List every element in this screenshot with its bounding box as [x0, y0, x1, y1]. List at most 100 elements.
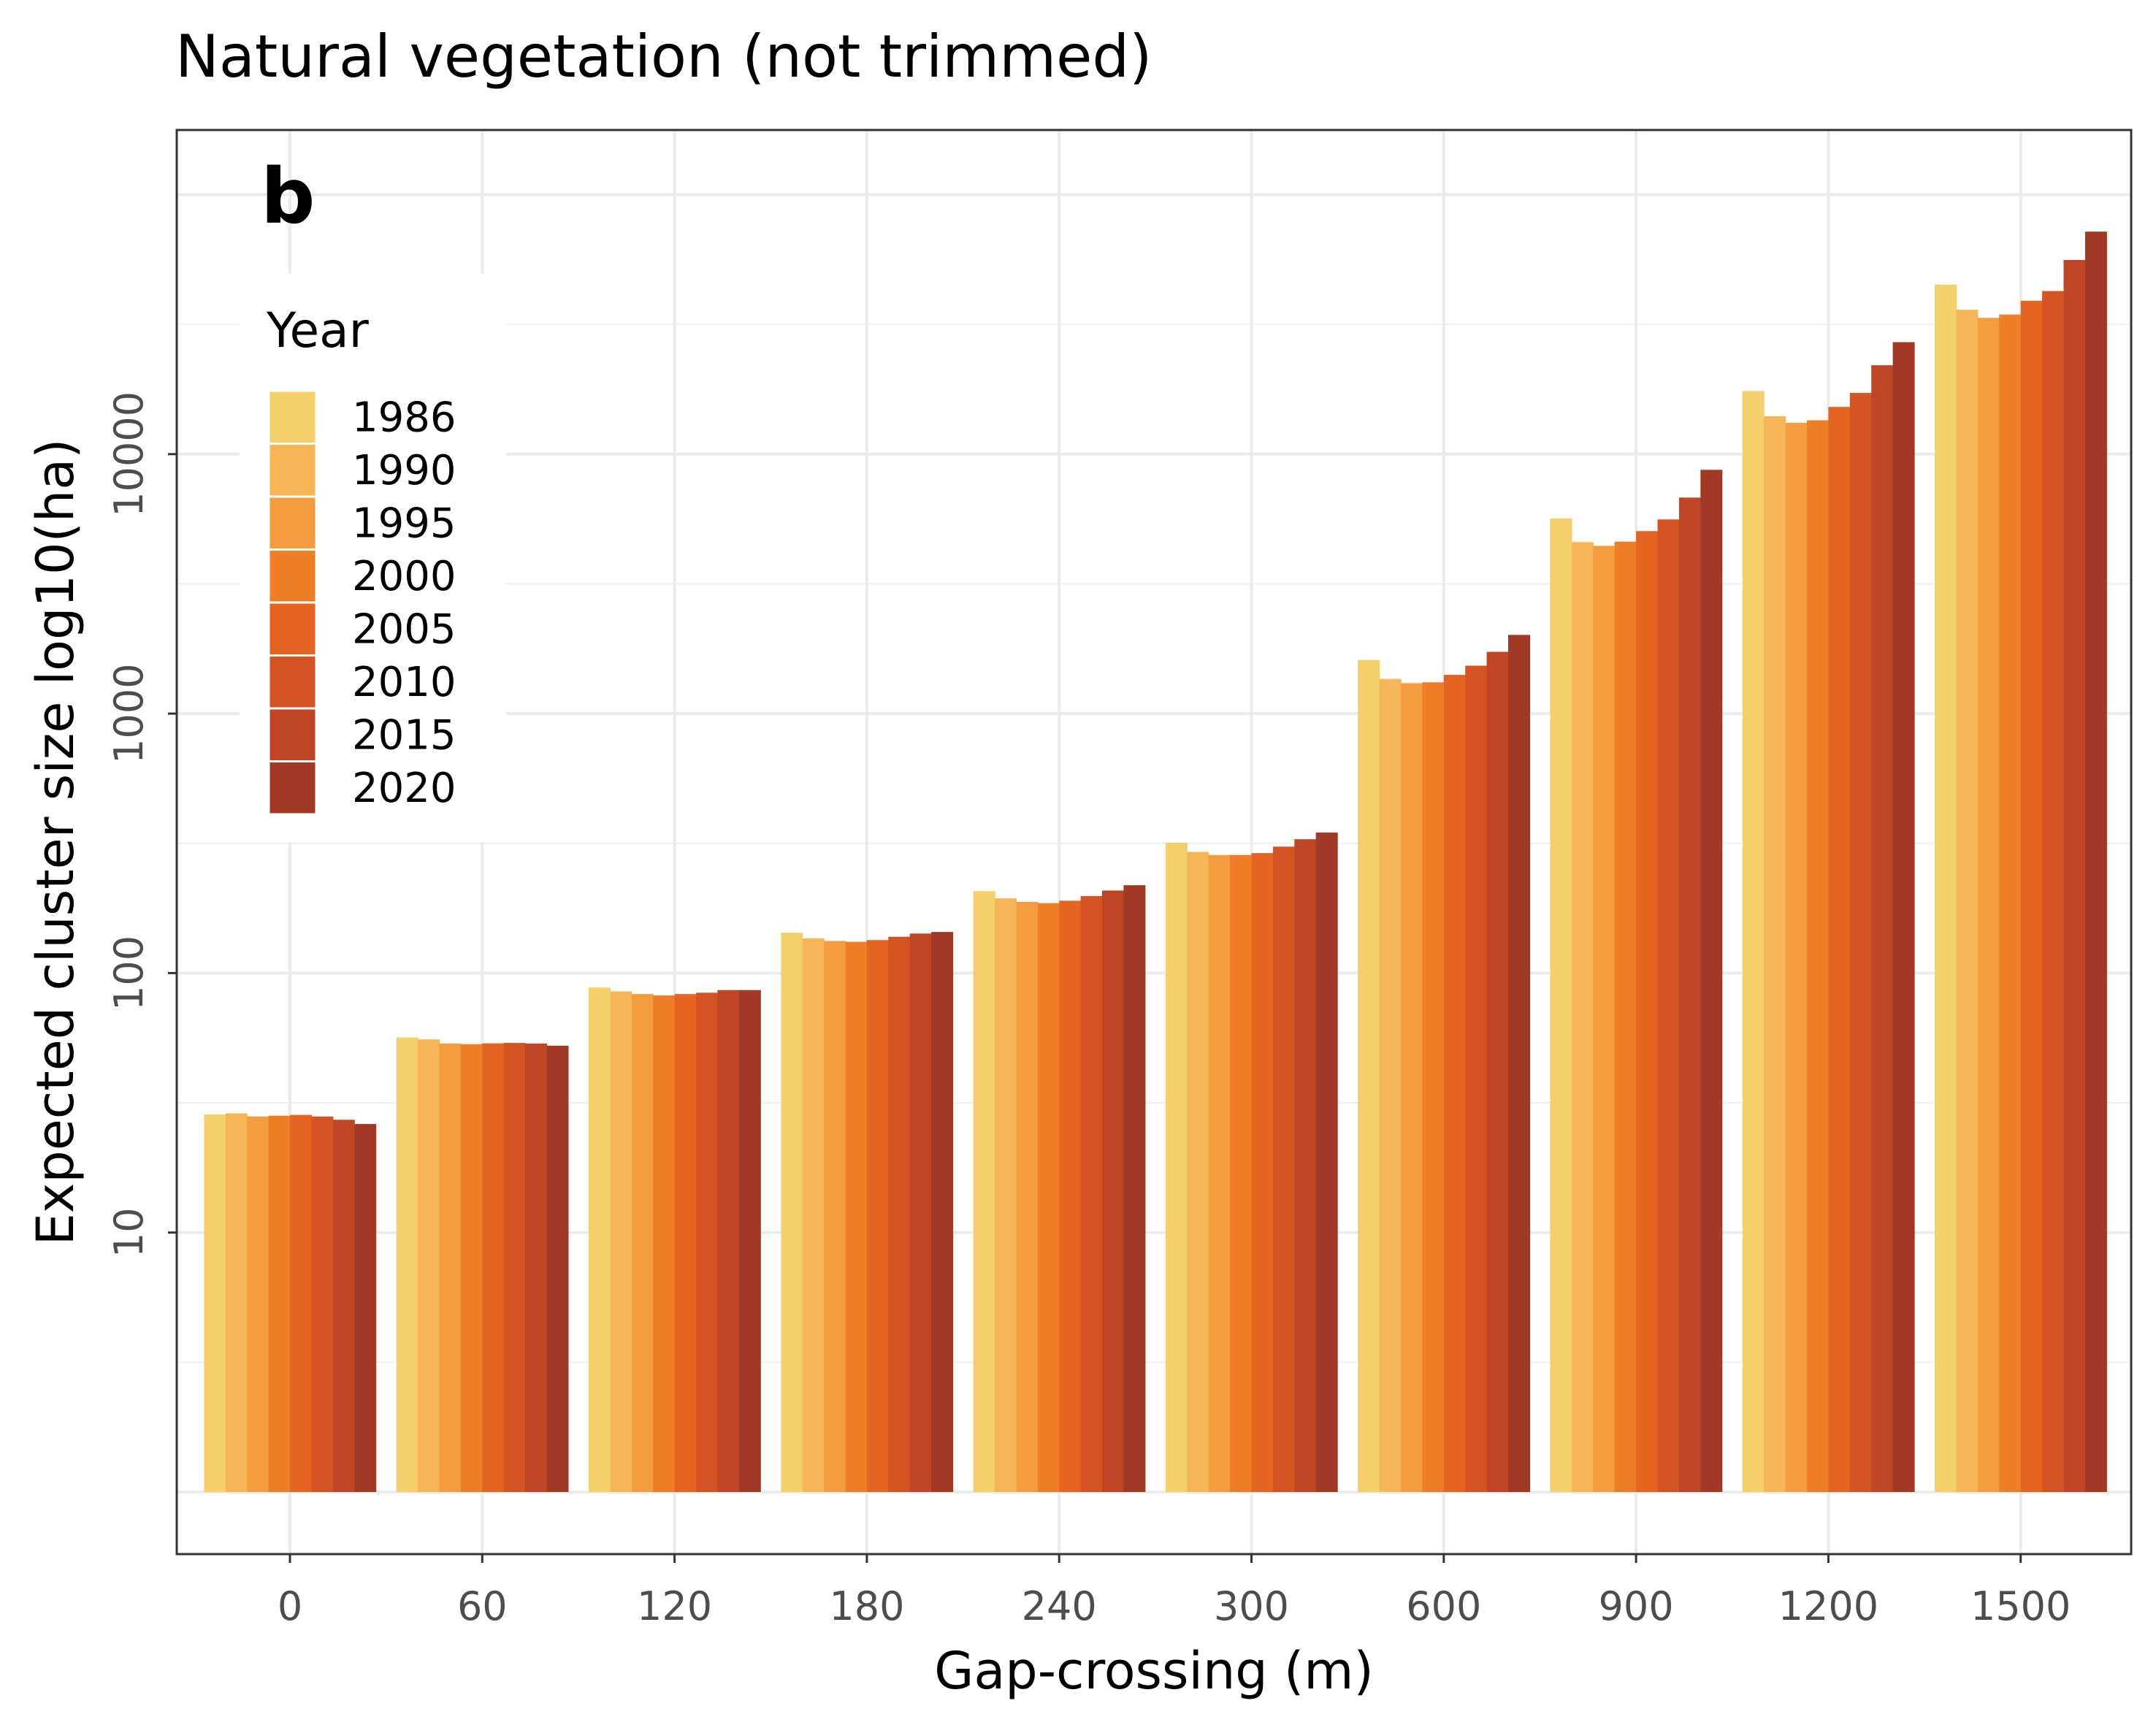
bar-180-2005 — [866, 940, 889, 1492]
x-tick-label: 180 — [829, 1583, 904, 1629]
bar-60-1990 — [418, 1039, 440, 1492]
bar-1500-2005 — [2020, 300, 2043, 1493]
legend-label-1995: 1995 — [352, 500, 456, 547]
legend-key-1995 — [267, 495, 318, 551]
y-tick-label: 10 — [106, 1207, 152, 1258]
bar-240-1990 — [995, 898, 1017, 1492]
bar-900-2005 — [1636, 531, 1659, 1492]
bar-900-2020 — [1700, 470, 1723, 1492]
bar-1500-2010 — [2042, 291, 2065, 1492]
x-tick-label: 900 — [1599, 1583, 1674, 1629]
bar-900-1986 — [1550, 518, 1572, 1492]
bar-900-2000 — [1614, 541, 1637, 1493]
legend-key-2020 — [267, 760, 318, 816]
bar-120-1990 — [610, 991, 632, 1492]
x-tick-label: 1500 — [1970, 1583, 2071, 1629]
bar-240-2020 — [1123, 885, 1146, 1492]
bar-0-2005 — [290, 1114, 312, 1492]
x-tick-label: 600 — [1406, 1583, 1481, 1629]
bar-600-1995 — [1401, 683, 1423, 1492]
bar-120-2000 — [653, 995, 676, 1492]
bar-600-2020 — [1508, 635, 1530, 1492]
bars — [204, 232, 2107, 1493]
legend-key-1986 — [267, 389, 318, 445]
bar-300-2010 — [1272, 846, 1295, 1492]
bar-600-1986 — [1358, 659, 1380, 1492]
legend-label-1990: 1990 — [352, 447, 456, 494]
bar-120-1986 — [589, 987, 611, 1492]
bar-0-1990 — [225, 1113, 248, 1492]
legend-key-1990 — [267, 443, 318, 498]
bar-300-1995 — [1208, 854, 1231, 1492]
bar-0-2010 — [311, 1116, 334, 1492]
bar-180-1986 — [781, 933, 803, 1492]
bar-0-2020 — [354, 1124, 377, 1492]
bar-600-1990 — [1379, 678, 1402, 1493]
bar-60-2010 — [503, 1043, 526, 1492]
legend-label-2000: 2000 — [352, 553, 456, 600]
bar-300-2000 — [1230, 854, 1253, 1492]
bar-240-2005 — [1059, 900, 1082, 1492]
bar-1200-1986 — [1742, 391, 1765, 1492]
bar-120-2005 — [674, 994, 697, 1492]
bar-1500-1986 — [1935, 284, 1957, 1492]
x-tick-label: 0 — [278, 1583, 302, 1629]
legend-title: Year — [266, 302, 370, 359]
x-tick-label: 240 — [1022, 1583, 1097, 1629]
bar-240-1986 — [973, 891, 995, 1492]
bar-0-2000 — [268, 1115, 291, 1492]
plot-border — [175, 129, 2133, 1556]
bar-300-1986 — [1165, 842, 1188, 1492]
chart-title: Natural vegetation (not trimmed) — [175, 23, 1152, 91]
legend-key-2005 — [267, 601, 318, 657]
bar-1200-1990 — [1764, 416, 1786, 1492]
bar-120-2015 — [717, 990, 740, 1492]
panel-tag: b — [261, 152, 315, 241]
bar-1500-2020 — [2084, 232, 2107, 1493]
bar-0-1986 — [204, 1114, 226, 1492]
bar-1200-2015 — [1871, 365, 1894, 1492]
bar-120-2020 — [738, 990, 761, 1492]
bar-300-1990 — [1187, 852, 1209, 1492]
bar-1500-1990 — [1956, 310, 1979, 1492]
y-axis-label: Expected cluster size log10(ha) — [26, 439, 85, 1246]
y-tick-label: 1000 — [106, 663, 152, 763]
bar-240-2000 — [1037, 903, 1060, 1492]
bar-0-2015 — [332, 1120, 355, 1492]
bar-180-1990 — [802, 938, 825, 1492]
bar-600-2000 — [1422, 682, 1445, 1493]
bar-1500-2015 — [2063, 259, 2086, 1493]
legend-key-2010 — [267, 654, 318, 710]
legend-key-2000 — [267, 548, 318, 604]
bar-900-1990 — [1571, 542, 1594, 1493]
bar-1200-2010 — [1849, 393, 1872, 1493]
bar-120-2010 — [696, 992, 718, 1492]
bar-1500-1995 — [1977, 318, 2000, 1492]
x-tick-label: 120 — [637, 1583, 712, 1629]
bar-1200-1995 — [1785, 422, 1808, 1492]
legend-label-2020: 2020 — [352, 765, 456, 812]
bar-300-2015 — [1294, 839, 1317, 1492]
bar-300-2005 — [1251, 853, 1274, 1492]
bar-240-1995 — [1016, 901, 1039, 1492]
y-tick-label: 10000 — [106, 391, 152, 517]
bar-1200-2005 — [1828, 407, 1851, 1493]
bar-240-2015 — [1102, 890, 1124, 1492]
bar-1200-2020 — [1892, 342, 1915, 1492]
bar-60-2015 — [525, 1043, 548, 1492]
bar-180-2010 — [888, 936, 911, 1492]
bar-600-2015 — [1486, 651, 1509, 1492]
bar-60-2005 — [482, 1043, 505, 1492]
bar-900-1995 — [1593, 546, 1616, 1492]
legend-label-1986: 1986 — [352, 394, 456, 441]
legend-label-2005: 2005 — [352, 605, 456, 653]
bar-120-1995 — [631, 994, 654, 1492]
x-axis-label: Gap-crossing (m) — [934, 1641, 1374, 1701]
bar-0-1995 — [247, 1116, 270, 1492]
x-tick-label: 300 — [1214, 1583, 1289, 1629]
bar-600-2010 — [1465, 665, 1488, 1492]
bar-180-2020 — [931, 932, 954, 1492]
bar-180-2000 — [845, 941, 868, 1492]
x-tick-label: 60 — [457, 1583, 508, 1629]
